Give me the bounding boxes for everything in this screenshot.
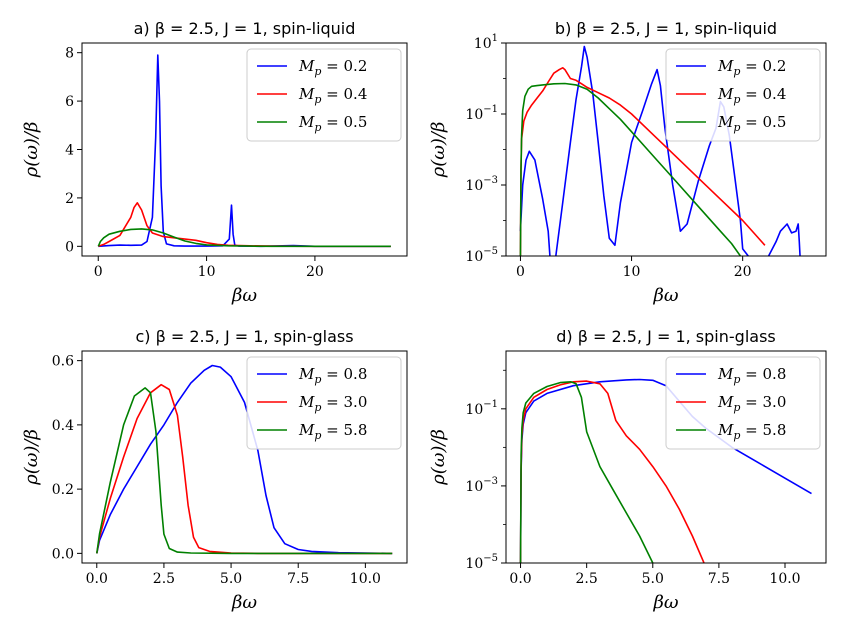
y-tick-label: 10−1: [465, 399, 498, 418]
x-tick-label: 2.5: [576, 571, 598, 587]
y-axis-label: ρ(ω)/β: [21, 429, 42, 486]
chart-title: b) β = 2.5, J = 1, spin-liquid: [555, 19, 777, 38]
y-axis-label: ρ(ω)/β: [21, 122, 42, 179]
plot-area: [96, 364, 393, 555]
series-line-3: [519, 380, 654, 563]
panel-a: 0 10 20 0 2 4 6 8 a) β = 2.5, J = 1, spin-liquid…: [21, 19, 408, 306]
y-tick-label: 0.2: [52, 482, 74, 498]
x-tick-label: 20: [734, 264, 752, 280]
y-axis-label: ρ(ω)/β: [428, 429, 449, 486]
chart-title: c) β = 2.5, J = 1, spin-glass: [135, 327, 353, 346]
y-tick-label: 10−5: [465, 553, 498, 572]
series-line-1: [96, 364, 393, 555]
legend-entry: Mp = 0.4: [717, 85, 786, 106]
legend-entry: Mp = 0.5: [717, 113, 786, 134]
legend: Mp = 0.8 Mp = 3.0 Mp = 5.8: [665, 356, 821, 450]
chart-title: d) β = 2.5, J = 1, spin-glass: [556, 327, 775, 346]
plot-area: [519, 45, 801, 256]
x-axis-label: βω: [652, 285, 678, 306]
y-tick-label: 10−3: [465, 175, 498, 194]
legend-frame: [246, 356, 402, 450]
series-line-2: [98, 202, 391, 248]
axes-frame: [505, 350, 827, 564]
y-axis-label: ρ(ω)/β: [428, 122, 449, 179]
chart-title: a) β = 2.5, J = 1, spin-liquid: [134, 19, 356, 38]
legend-frame: [665, 48, 821, 142]
x-tick-label: 2.5: [153, 571, 175, 587]
y-tick-label: 4: [65, 143, 74, 159]
x-axis-label: βω: [231, 592, 257, 613]
panel-c: 0.0 2.5 5.0 7.5 10.0 0.0 0.2 0.4 0.6 c) β = 2.5, …: [21, 327, 408, 613]
y-tick-label: 10−5: [465, 246, 498, 265]
series-line-2: [96, 383, 393, 555]
legend: Mp = 0.2 Mp = 0.4 Mp = 0.5: [246, 48, 402, 142]
y-tick-label: 101: [474, 33, 498, 52]
legend-entry: Mp = 0.4: [298, 85, 367, 106]
x-tick-label: 7.5: [287, 571, 309, 587]
legend-entry: Mp = 0.2: [298, 57, 367, 78]
legend-entry: Mp = 0.2: [717, 57, 786, 78]
x-tick-label: 0: [94, 264, 103, 280]
plot-area: [97, 54, 391, 248]
x-tick-label: 10.0: [769, 571, 800, 587]
legend-entry: Mp = 0.8: [717, 365, 786, 386]
x-tick-label: 5.0: [642, 571, 664, 587]
x-tick-label: 10: [623, 264, 641, 280]
x-tick-label: 0.0: [86, 571, 108, 587]
y-tick-label: 0: [65, 239, 74, 255]
x-axis-label: βω: [231, 285, 257, 306]
x-tick-label: 7.5: [708, 571, 730, 587]
legend-entry: Mp = 5.8: [717, 421, 786, 442]
series-line-3: [519, 82, 742, 256]
series-line-2: [519, 67, 766, 256]
axes-frame: [81, 350, 408, 564]
x-tick-label: 5.0: [220, 571, 242, 587]
legend-entry: Mp = 0.8: [298, 365, 367, 386]
y-tick-label: 6: [65, 94, 74, 110]
x-tick-label: 20: [306, 264, 324, 280]
series-line-3: [96, 387, 393, 555]
panel-d: 0.0 2.5 5.0 7.5 10.0 10−5 10−3 10−1 d) β = 2.5, …: [428, 327, 827, 613]
legend-frame: [665, 356, 821, 450]
y-tick-label: 10−1: [465, 104, 498, 123]
legend-entry: Mp = 3.0: [717, 393, 786, 414]
legend-frame: [246, 48, 402, 142]
legend: Mp = 0.8 Mp = 3.0 Mp = 5.8: [246, 356, 402, 450]
series-line-2: [519, 380, 705, 563]
legend-entry: Mp = 3.0: [298, 393, 367, 414]
legend-entry: Mp = 5.8: [298, 421, 367, 442]
y-tick-label: 0.0: [52, 546, 74, 562]
series-line-3: [97, 228, 391, 248]
y-tick-label: 10−3: [465, 476, 498, 495]
y-tick-label: 0.6: [52, 354, 74, 370]
y-tick-label: 8: [65, 46, 74, 62]
x-tick-label: 0.0: [509, 571, 531, 587]
y-tick-label: 2: [65, 191, 74, 207]
x-axis-label: βω: [652, 592, 678, 613]
y-tick-label: 0.4: [52, 418, 74, 434]
series-line-1: [519, 45, 801, 256]
legend-entry: Mp = 0.5: [298, 113, 367, 134]
x-tick-label: 0: [516, 264, 525, 280]
x-tick-label: 10: [198, 264, 216, 280]
legend: Mp = 0.2 Mp = 0.4 Mp = 0.5: [665, 48, 821, 142]
x-tick-label: 10.0: [350, 571, 381, 587]
panel-b: 0 10 20 10−5 10−3 10−1 101 b) β = 2.5, J = 1, s…: [428, 19, 827, 306]
